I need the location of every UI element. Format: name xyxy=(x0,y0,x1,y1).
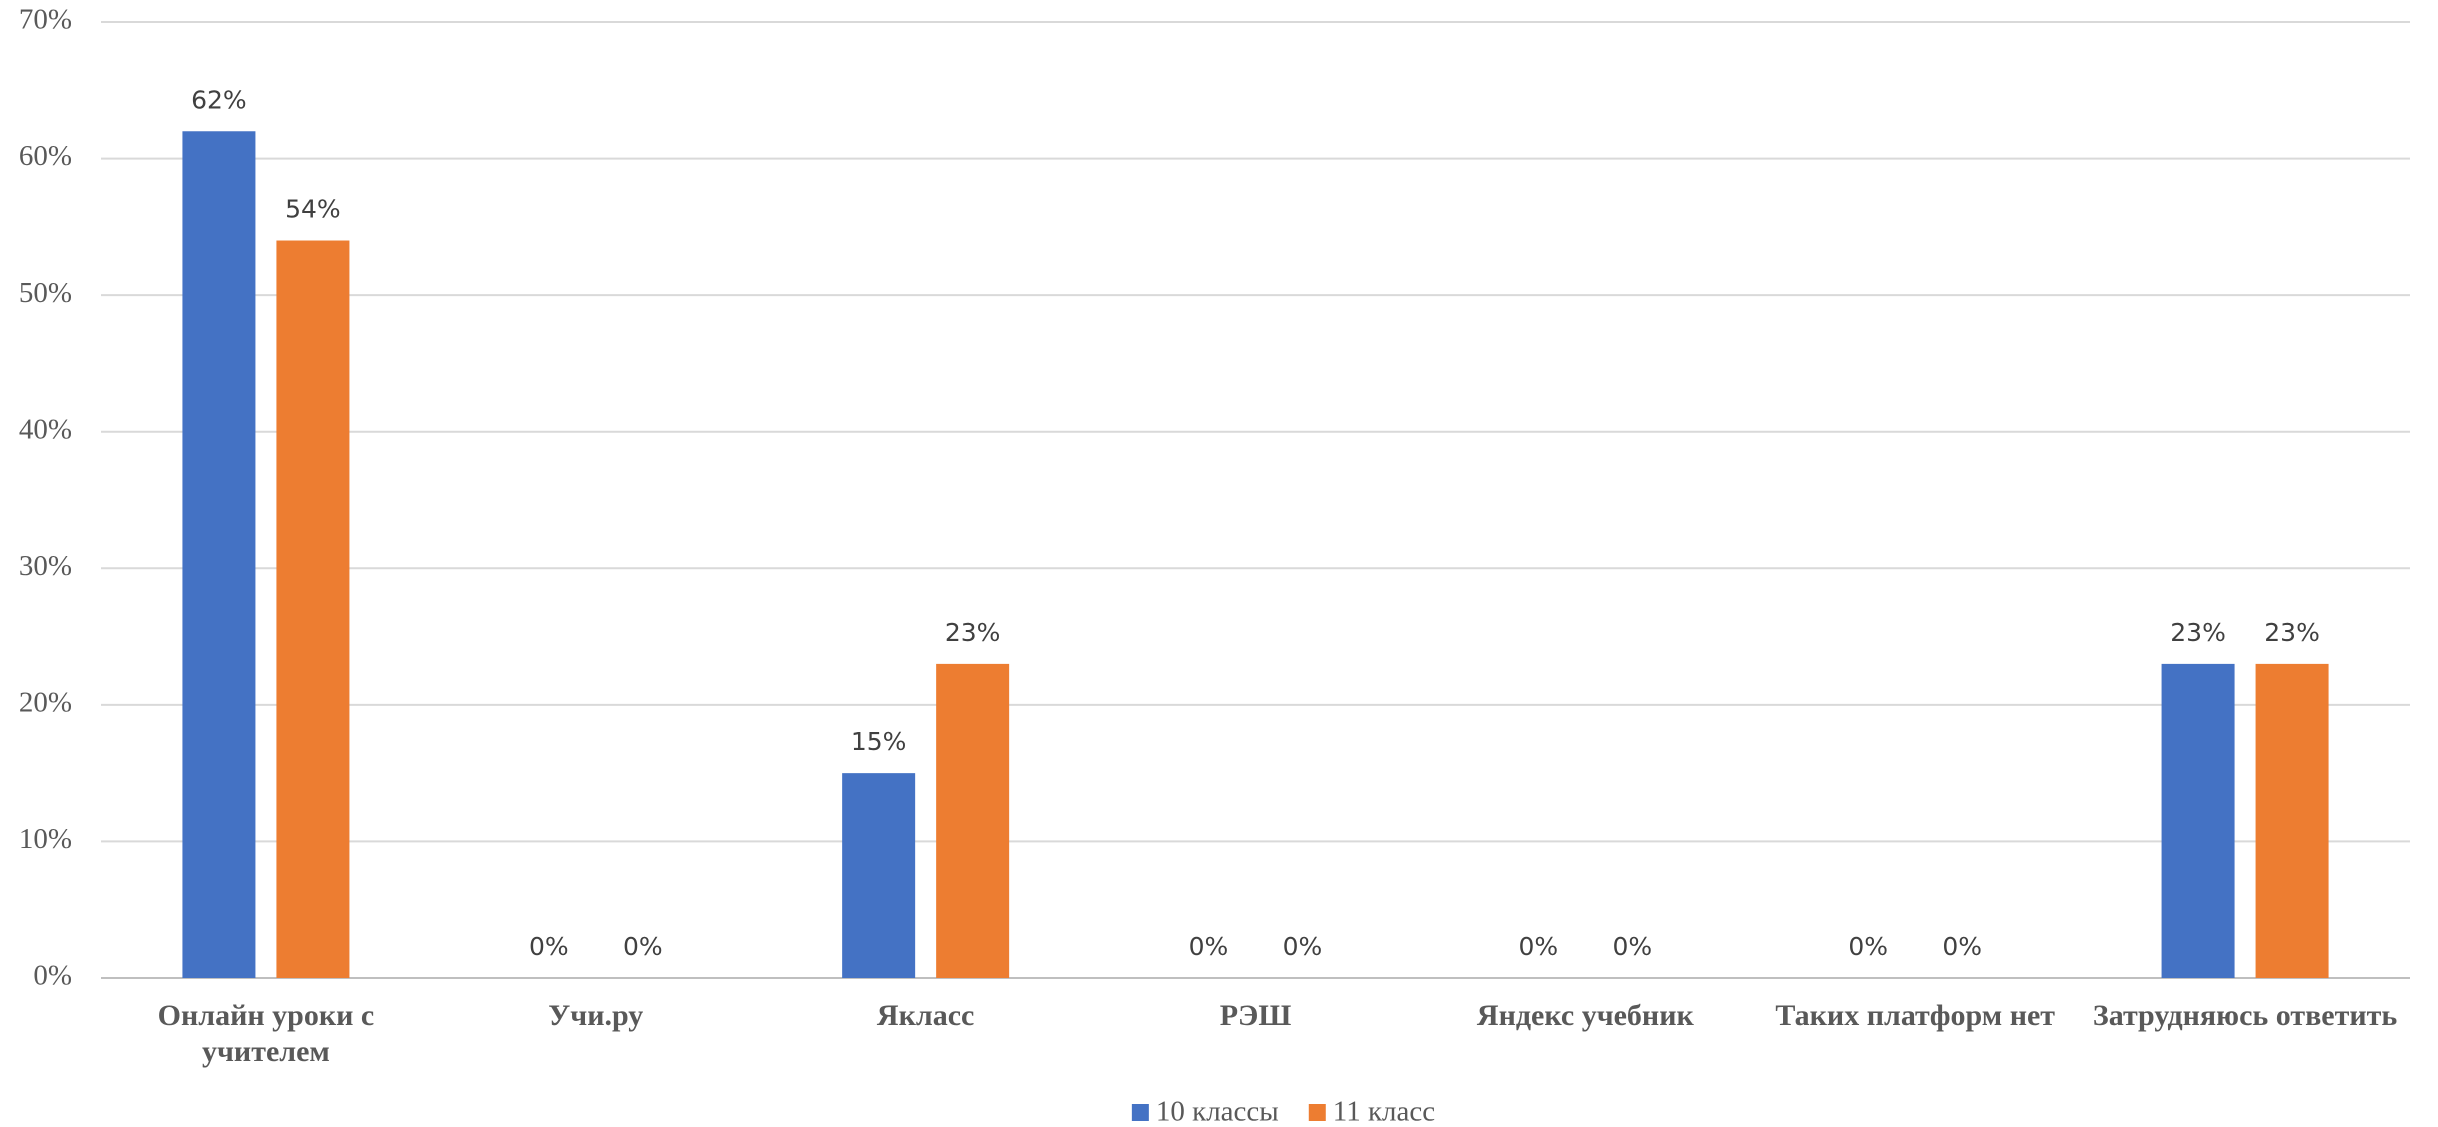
legend-label: 10 классы xyxy=(1156,1096,1279,1127)
x-tick-label: Затрудняюсь ответить xyxy=(2093,999,2397,1032)
bar xyxy=(936,663,1010,978)
bar xyxy=(2255,663,2329,978)
data-label: 23% xyxy=(2170,618,2226,647)
x-tick-label: Яндекс учебник xyxy=(1477,999,1695,1032)
data-label: 0% xyxy=(1848,932,1888,961)
x-tick-label: Таких платформ нет xyxy=(1775,999,2055,1032)
data-label: 0% xyxy=(1942,932,1982,961)
bar xyxy=(2161,663,2235,978)
y-tick-label: 50% xyxy=(19,277,72,309)
bar xyxy=(842,773,916,978)
x-tick-label: РЭШ xyxy=(1220,999,1292,1032)
data-label: 23% xyxy=(945,618,1001,647)
legend-swatch xyxy=(1308,1104,1326,1121)
data-label: 0% xyxy=(1519,932,1559,961)
bar xyxy=(276,240,350,978)
legend-label: 11 класс xyxy=(1333,1096,1435,1127)
y-tick-label: 20% xyxy=(19,687,72,719)
bar xyxy=(182,131,256,978)
data-label: 0% xyxy=(529,932,569,961)
legend-swatch xyxy=(1131,1104,1149,1121)
y-tick-label: 0% xyxy=(33,960,72,992)
legend: 10 классы 11 класс xyxy=(1131,1096,1435,1127)
data-label: 0% xyxy=(623,932,663,961)
data-label: 62% xyxy=(191,85,247,114)
data-label: 0% xyxy=(1613,932,1653,961)
y-tick-label: 10% xyxy=(19,823,72,855)
data-label: 54% xyxy=(285,195,341,224)
x-tick-label: Учи.ру xyxy=(548,999,643,1032)
y-tick-label: 70% xyxy=(19,4,72,36)
y-tick-label: 60% xyxy=(19,140,72,172)
y-tick-label: 30% xyxy=(19,550,72,582)
x-tick-label: Якласс xyxy=(877,999,974,1032)
x-tick-label-line: учителем xyxy=(202,1035,330,1068)
x-tick-label: Онлайн уроки с учителем xyxy=(158,999,375,1068)
x-tick-label-line: Онлайн уроки с xyxy=(158,999,375,1032)
data-label: 15% xyxy=(851,727,907,756)
data-label: 0% xyxy=(1283,932,1323,961)
data-label: 23% xyxy=(2264,618,2320,647)
y-tick-label: 40% xyxy=(19,413,72,445)
data-label: 0% xyxy=(1189,932,1229,961)
